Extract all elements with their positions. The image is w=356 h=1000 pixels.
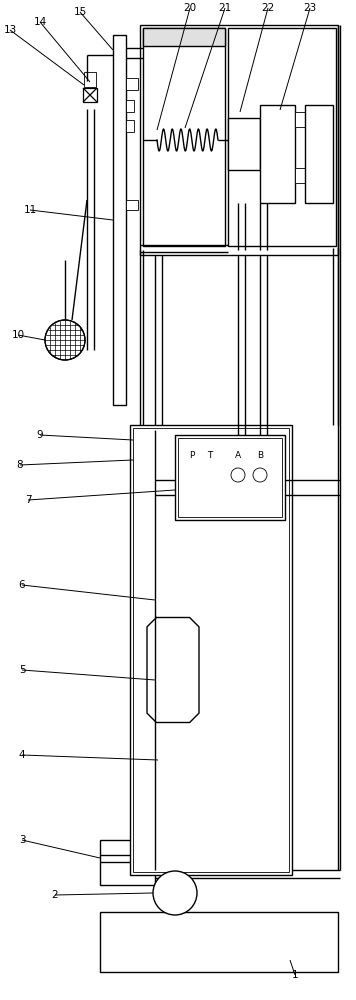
Text: 22: 22 xyxy=(261,3,274,13)
Bar xyxy=(175,435,285,520)
Text: 1: 1 xyxy=(292,970,298,980)
Circle shape xyxy=(45,320,85,360)
Text: 5: 5 xyxy=(19,665,25,675)
Bar xyxy=(100,912,338,972)
Bar xyxy=(140,25,338,255)
Bar xyxy=(228,28,336,246)
Bar xyxy=(133,428,289,872)
Text: B: B xyxy=(257,450,263,460)
Text: 20: 20 xyxy=(183,3,197,13)
Text: 8: 8 xyxy=(17,460,23,470)
Bar xyxy=(126,100,134,112)
Circle shape xyxy=(253,468,267,482)
Bar xyxy=(126,120,134,132)
Bar xyxy=(84,72,96,87)
Text: 10: 10 xyxy=(11,330,25,340)
Bar xyxy=(305,105,333,203)
Polygon shape xyxy=(147,617,199,722)
Bar xyxy=(143,28,225,46)
Bar xyxy=(295,168,305,183)
Bar xyxy=(126,78,138,90)
Bar xyxy=(295,112,305,127)
Text: A: A xyxy=(235,450,241,460)
Text: 14: 14 xyxy=(33,17,47,27)
Text: 7: 7 xyxy=(25,495,31,505)
Bar xyxy=(178,438,282,517)
Bar xyxy=(130,425,292,875)
Bar xyxy=(228,118,260,170)
Bar xyxy=(158,750,198,782)
Bar xyxy=(113,35,126,405)
Text: 2: 2 xyxy=(52,890,58,900)
Text: 23: 23 xyxy=(303,3,316,13)
Bar xyxy=(126,200,138,210)
Text: 13: 13 xyxy=(3,25,17,35)
Text: 3: 3 xyxy=(19,835,25,845)
Text: 9: 9 xyxy=(37,430,43,440)
Text: 6: 6 xyxy=(19,580,25,590)
Bar xyxy=(260,105,295,203)
Circle shape xyxy=(231,468,245,482)
Text: 21: 21 xyxy=(218,3,232,13)
Bar xyxy=(100,840,155,885)
Text: T: T xyxy=(207,450,213,460)
Text: 4: 4 xyxy=(19,750,25,760)
Circle shape xyxy=(153,871,197,915)
Text: P: P xyxy=(189,450,195,460)
Bar xyxy=(83,88,97,102)
Text: 15: 15 xyxy=(73,7,87,17)
Bar xyxy=(143,28,225,246)
Text: 11: 11 xyxy=(23,205,37,215)
